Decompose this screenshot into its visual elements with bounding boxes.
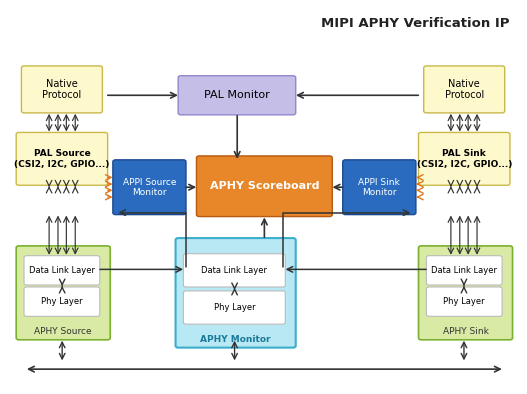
FancyBboxPatch shape xyxy=(343,160,416,215)
Text: PAL Source
(CSI2, I2C, GPIO...): PAL Source (CSI2, I2C, GPIO...) xyxy=(14,149,110,169)
Text: APHY Sink: APHY Sink xyxy=(443,327,489,336)
FancyBboxPatch shape xyxy=(426,287,502,316)
Text: APPI Source
Monitor: APPI Source Monitor xyxy=(123,178,176,197)
FancyBboxPatch shape xyxy=(175,238,296,348)
Text: PAL Sink
(CSI2, I2C, GPIO...): PAL Sink (CSI2, I2C, GPIO...) xyxy=(416,149,512,169)
Text: APHY Source: APHY Source xyxy=(34,327,92,336)
Text: PAL Monitor: PAL Monitor xyxy=(204,90,270,100)
Text: Phy Layer: Phy Layer xyxy=(41,297,83,306)
Text: Native
Protocol: Native Protocol xyxy=(42,79,82,100)
Text: APHY Scoreboard: APHY Scoreboard xyxy=(210,181,319,191)
FancyBboxPatch shape xyxy=(418,246,513,340)
FancyBboxPatch shape xyxy=(113,160,186,215)
FancyBboxPatch shape xyxy=(24,256,100,285)
FancyBboxPatch shape xyxy=(426,256,502,285)
FancyBboxPatch shape xyxy=(197,156,333,217)
Text: APPI Sink
Monitor: APPI Sink Monitor xyxy=(358,178,400,197)
FancyBboxPatch shape xyxy=(183,291,285,324)
Text: APHY Monitor: APHY Monitor xyxy=(200,335,271,344)
FancyBboxPatch shape xyxy=(24,287,100,316)
FancyBboxPatch shape xyxy=(183,254,285,287)
FancyBboxPatch shape xyxy=(178,76,296,115)
Text: Phy Layer: Phy Layer xyxy=(213,303,255,312)
FancyBboxPatch shape xyxy=(16,246,110,340)
FancyBboxPatch shape xyxy=(22,66,102,113)
Text: Phy Layer: Phy Layer xyxy=(443,297,485,306)
FancyBboxPatch shape xyxy=(424,66,505,113)
FancyBboxPatch shape xyxy=(418,132,510,185)
Text: MIPI APHY Verification IP: MIPI APHY Verification IP xyxy=(321,17,510,30)
Text: Data Link Layer: Data Link Layer xyxy=(431,266,497,275)
Text: Native
Protocol: Native Protocol xyxy=(445,79,484,100)
FancyBboxPatch shape xyxy=(16,132,108,185)
Text: Data Link Layer: Data Link Layer xyxy=(201,266,267,275)
Text: Data Link Layer: Data Link Layer xyxy=(29,266,95,275)
